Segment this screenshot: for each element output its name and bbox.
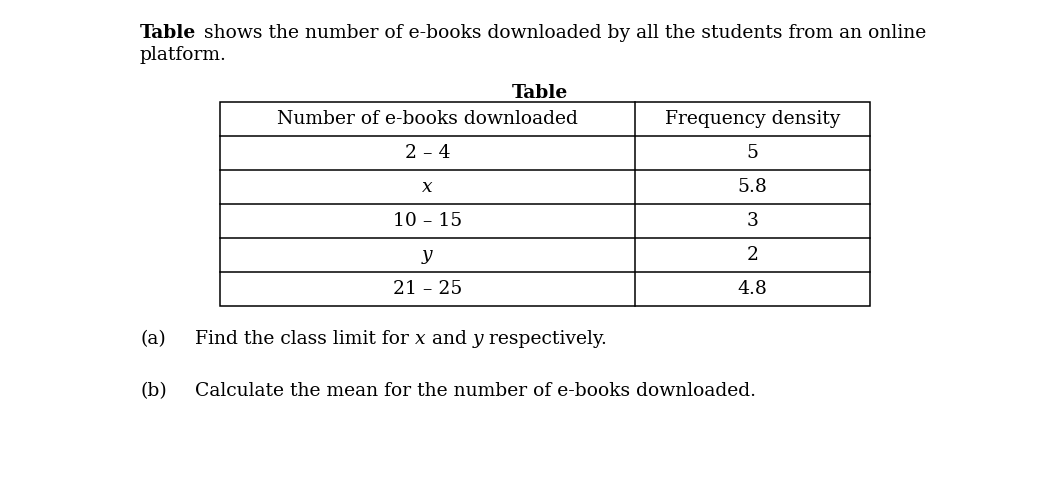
Text: 5.8: 5.8 — [737, 178, 768, 196]
Bar — [220, 102, 870, 306]
Text: 2: 2 — [747, 246, 758, 264]
Text: (b): (b) — [140, 382, 167, 400]
Text: Number of e-books downloaded: Number of e-books downloaded — [277, 110, 578, 128]
Text: platform.: platform. — [140, 46, 227, 64]
Text: Table: Table — [512, 84, 568, 102]
Text: 21 – 25: 21 – 25 — [393, 280, 463, 298]
Text: 5: 5 — [747, 144, 758, 162]
Text: y: y — [472, 330, 483, 348]
Text: Find the class limit for: Find the class limit for — [195, 330, 415, 348]
Text: y: y — [422, 246, 433, 264]
Text: shows the number of e-books downloaded by all the students from an online: shows the number of e-books downloaded b… — [204, 24, 926, 42]
Text: Table: Table — [140, 24, 196, 42]
Text: x: x — [415, 330, 426, 348]
Text: Calculate the mean for the number of e-books downloaded.: Calculate the mean for the number of e-b… — [195, 382, 756, 400]
Text: and: and — [426, 330, 472, 348]
Text: x: x — [422, 178, 433, 196]
Text: 4.8: 4.8 — [737, 280, 768, 298]
Text: 2 – 4: 2 – 4 — [404, 144, 450, 162]
Text: 10 – 15: 10 – 15 — [393, 212, 463, 230]
Text: 3: 3 — [747, 212, 758, 230]
Text: (a): (a) — [140, 330, 166, 348]
Text: Frequency density: Frequency density — [665, 110, 841, 128]
Text: respectively.: respectively. — [483, 330, 607, 348]
